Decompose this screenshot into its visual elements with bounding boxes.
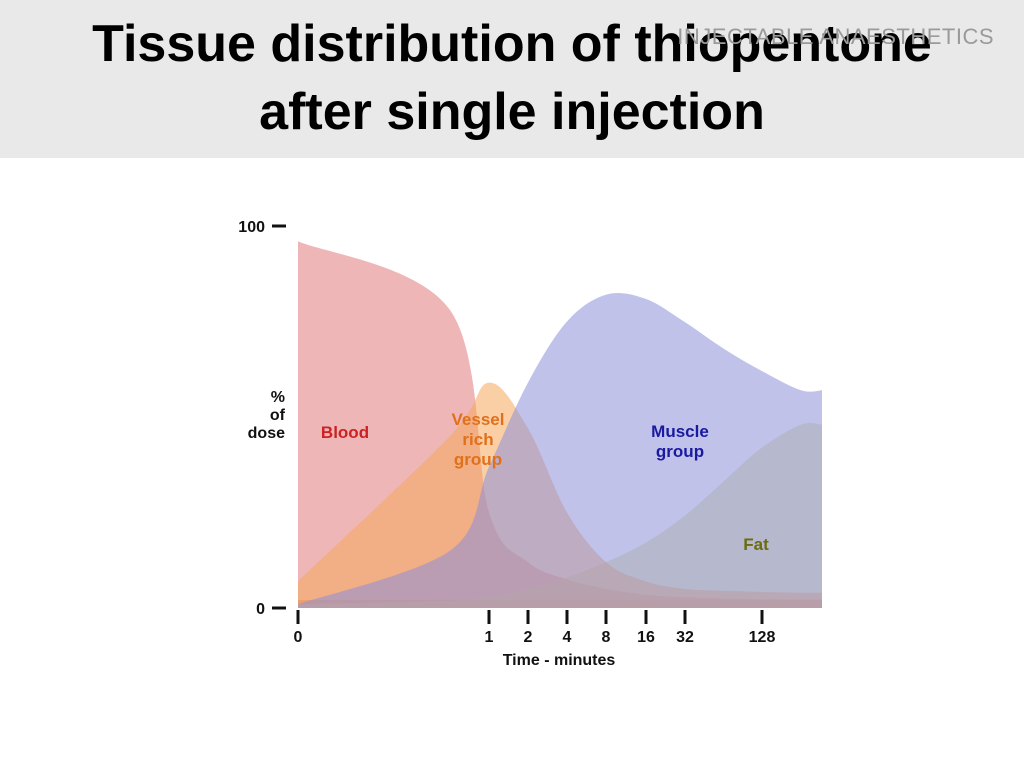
series-label-muscle-group: Muscle: [651, 422, 709, 441]
series-label-vessel-rich-group: Vessel: [452, 410, 505, 429]
x-tick-label: 8: [602, 629, 611, 646]
slide-header: Tissue distribution of thiopentone after…: [0, 0, 1024, 158]
x-tick-label: 4: [563, 629, 572, 646]
slide-title: Tissue distribution of thiopentone after…: [0, 10, 1024, 146]
series-label-fat: Fat: [743, 535, 769, 554]
area-muscle-group: [298, 293, 822, 608]
y-axis-label-line: dose: [248, 425, 285, 442]
x-tick-label: 128: [749, 629, 776, 646]
y-axis-label-line: of: [270, 407, 286, 424]
watermark-text: INJECTABLE ANAESTHETICS: [677, 24, 994, 49]
series-label-vessel-rich-group: group: [454, 450, 502, 469]
x-tick-label: 32: [676, 629, 694, 646]
x-tick-label: 16: [637, 629, 655, 646]
x-tick-label: 1: [485, 629, 494, 646]
area-vessel-rich-group: [298, 382, 822, 608]
series-label-blood: Blood: [321, 423, 369, 442]
title-line-2: after single injection: [259, 83, 765, 141]
y-axis-label-line: %: [271, 389, 285, 406]
y-tick-label: 100: [238, 219, 265, 236]
series-areas: [298, 241, 822, 608]
y-tick-label: 0: [256, 601, 265, 618]
series-label-muscle-group: group: [656, 442, 704, 461]
series-label-vessel-rich-group: rich: [462, 430, 493, 449]
x-axis: 0 1 2 4 8 16 32 128: [294, 610, 776, 646]
title-line-1: Tissue distribution of thiopentone: [92, 15, 932, 73]
x-tick-label: 2: [524, 629, 533, 646]
x-tick-label: 0: [294, 629, 303, 646]
y-axis: 0 100: [238, 219, 286, 618]
x-axis-label: Time - minutes: [503, 652, 616, 669]
